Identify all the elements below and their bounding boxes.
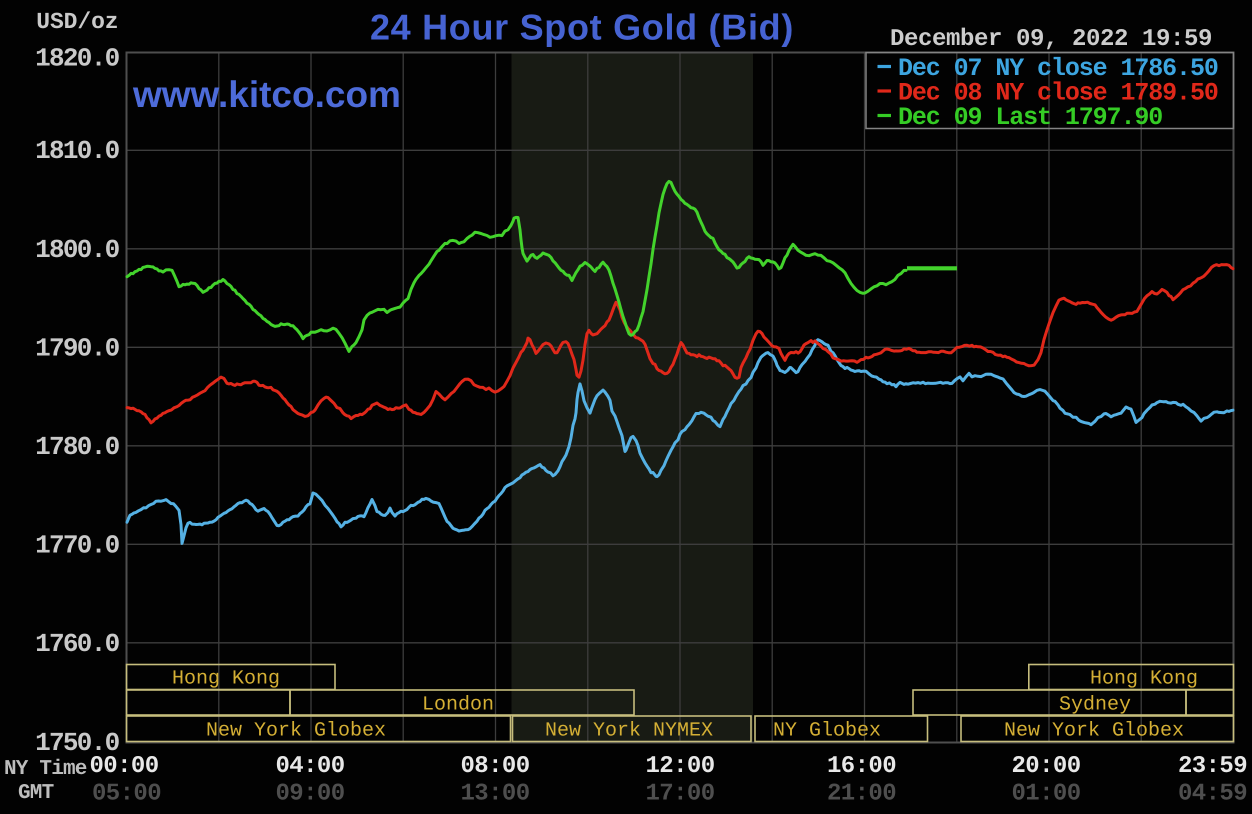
svg-text:00:00: 00:00: [89, 753, 158, 780]
svg-text:Sydney: Sydney: [1059, 694, 1131, 717]
svg-text:Dec 08 NY close 1789.50: Dec 08 NY close 1789.50: [898, 79, 1218, 108]
svg-text:1790.0: 1790.0: [35, 334, 120, 364]
svg-text:New York Globex: New York Globex: [1004, 720, 1184, 743]
svg-text:16:00: 16:00: [827, 753, 896, 780]
svg-text:Hong Kong: Hong Kong: [1090, 668, 1198, 691]
svg-text:GMT: GMT: [18, 782, 54, 805]
svg-text:08:00: 08:00: [460, 753, 529, 780]
svg-text:1750.0: 1750.0: [35, 728, 120, 758]
svg-text:1760.0: 1760.0: [35, 629, 120, 659]
svg-text:Dec 09 Last 1797.90: Dec 09 Last 1797.90: [898, 103, 1162, 132]
svg-text:Hong Kong: Hong Kong: [172, 668, 280, 691]
svg-text:New York Globex: New York Globex: [206, 720, 386, 743]
svg-text:20:00: 20:00: [1011, 753, 1080, 780]
svg-text:December 09, 2022 19:59: December 09, 2022 19:59: [890, 26, 1212, 53]
svg-text:NY Globex: NY Globex: [773, 720, 881, 743]
svg-text:1810.0: 1810.0: [35, 136, 120, 166]
svg-text:09:00: 09:00: [275, 781, 344, 808]
svg-text:www.kitco.com: www.kitco.com: [132, 74, 401, 115]
svg-text:04:00: 04:00: [275, 753, 344, 780]
svg-text:1770.0: 1770.0: [35, 531, 120, 561]
svg-text:1780.0: 1780.0: [35, 432, 120, 462]
svg-text:NY Time: NY Time: [4, 758, 87, 781]
svg-text:Dec 07 NY close 1786.50: Dec 07 NY close 1786.50: [898, 54, 1218, 83]
svg-text:1820.0: 1820.0: [35, 44, 120, 74]
svg-text:04:59: 04:59: [1178, 781, 1247, 808]
svg-text:USD/oz: USD/oz: [36, 9, 118, 35]
svg-text:13:00: 13:00: [460, 781, 529, 808]
svg-text:New York NYMEX: New York NYMEX: [545, 720, 713, 743]
svg-text:12:00: 12:00: [645, 753, 714, 780]
svg-text:London: London: [422, 694, 494, 717]
svg-text:1800.0: 1800.0: [35, 235, 120, 265]
svg-text:24 Hour Spot Gold (Bid): 24 Hour Spot Gold (Bid): [370, 7, 794, 48]
svg-text:17:00: 17:00: [645, 781, 714, 808]
svg-text:01:00: 01:00: [1011, 781, 1080, 808]
svg-text:05:00: 05:00: [92, 781, 161, 808]
svg-text:23:59: 23:59: [1178, 753, 1247, 780]
svg-text:21:00: 21:00: [827, 781, 896, 808]
